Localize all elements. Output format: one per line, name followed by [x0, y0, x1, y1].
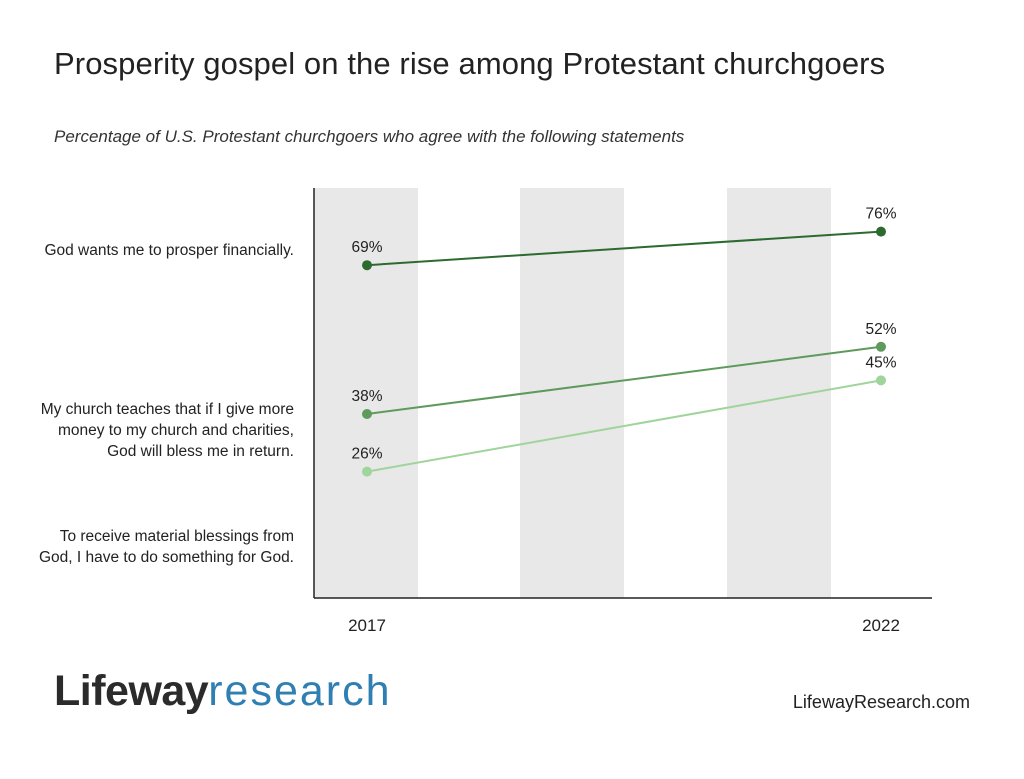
data-point	[362, 409, 372, 419]
x-tick-label: 2022	[862, 616, 900, 635]
background-band	[314, 188, 418, 598]
data-point	[876, 226, 886, 237]
data-point	[362, 466, 372, 477]
data-label: 45%	[865, 354, 896, 371]
data-label: 52%	[865, 321, 896, 338]
data-label: 26%	[351, 446, 382, 463]
logo-sub-text: research	[208, 667, 392, 715]
background-band	[520, 188, 624, 598]
chart-subtitle: Percentage of U.S. Protestant churchgoer…	[54, 127, 685, 146]
lifeway-research-logo: Lifewayresearch	[54, 670, 392, 713]
series-line	[366, 379, 882, 473]
x-tick-label: 2017	[348, 616, 386, 635]
data-point	[876, 341, 886, 352]
series-line	[366, 230, 882, 267]
data-point	[362, 260, 372, 271]
row-label-material-blessings: To receive material blessings from God, …	[38, 528, 294, 566]
series-line	[366, 345, 882, 415]
data-label: 69%	[351, 239, 382, 256]
data-label: 38%	[351, 388, 382, 405]
chart-title: Prosperity gospel on the rise among Prot…	[54, 46, 886, 81]
logo-main-text: Lifeway	[54, 667, 209, 715]
website-link: LifewayResearch.com	[792, 692, 970, 712]
data-point	[876, 375, 886, 386]
row-label-prosper: God wants me to prosper financially.	[44, 242, 294, 259]
data-label: 76%	[865, 206, 896, 223]
row-label-church-teaches: My church teaches that if I give more mo…	[40, 401, 294, 460]
